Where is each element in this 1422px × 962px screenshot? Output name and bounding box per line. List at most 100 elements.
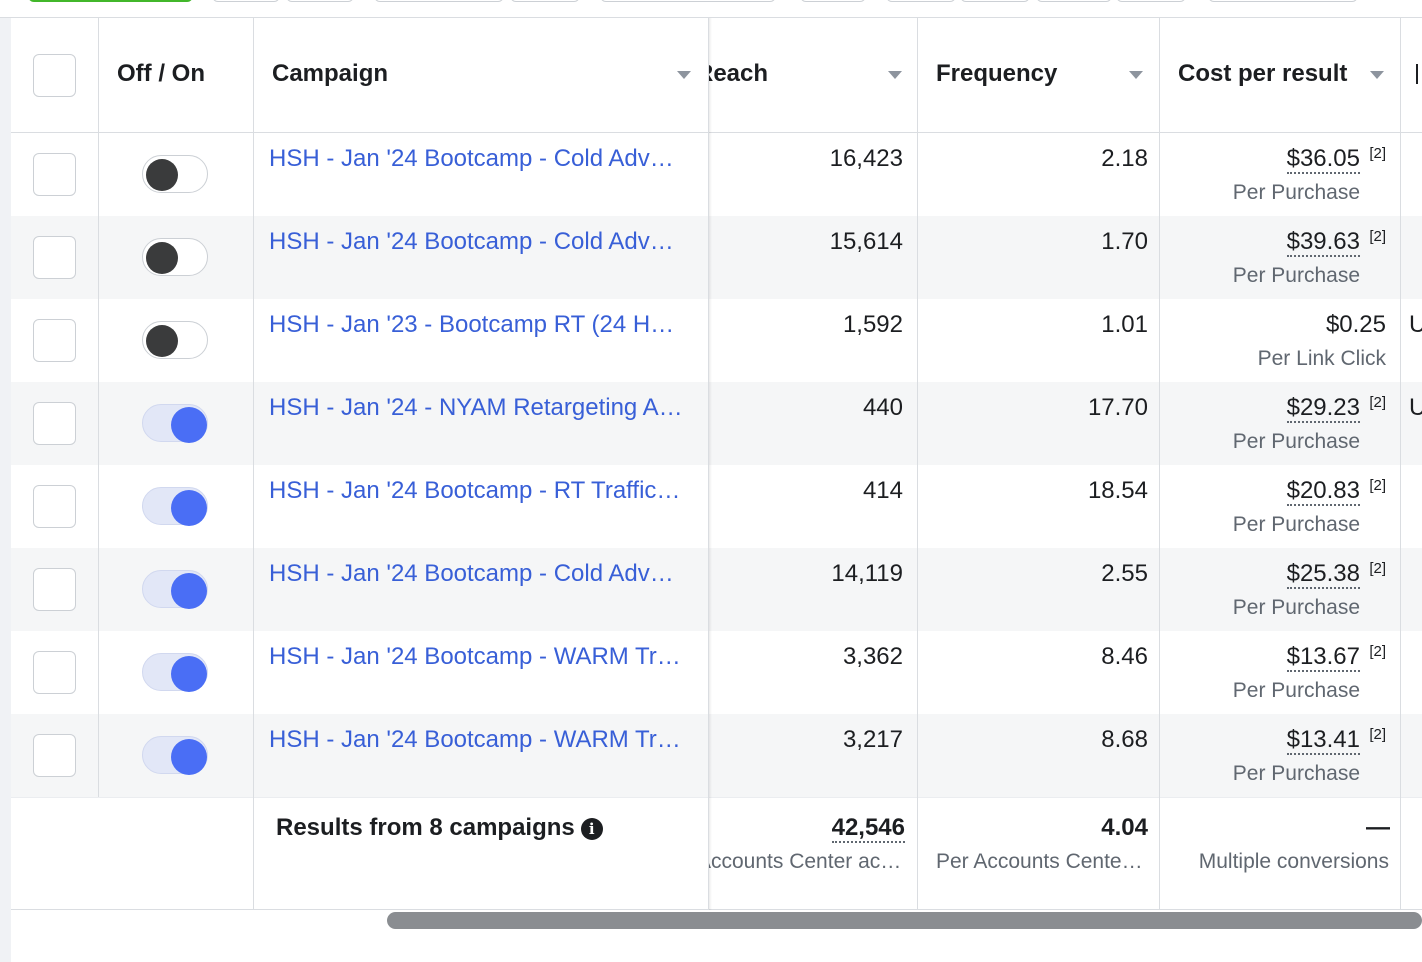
- reach-value: 1,592: [842, 311, 903, 338]
- toolbar-button[interactable]: [1116, 0, 1186, 2]
- create-button[interactable]: [28, 0, 193, 2]
- toggle-knob: [146, 325, 178, 357]
- campaign-sort-caret-icon[interactable]: [677, 71, 691, 79]
- header-off-on[interactable]: Off / On: [117, 60, 205, 87]
- header-cost-per-result[interactable]: Cost per result: [1178, 60, 1348, 87]
- campaign-toggle[interactable]: [142, 238, 208, 276]
- cost-per-result-value[interactable]: $29.23: [1286, 394, 1360, 423]
- campaigns-table: Off / On Campaign Reach Frequency Cost p…: [11, 18, 1422, 910]
- cost-footnote: [2]: [1369, 643, 1386, 660]
- table-row[interactable]: HSH - Jan '24 Bootcamp - Cold Adv… 14,11…: [11, 548, 1422, 631]
- cost-amount: $25.38: [1286, 560, 1360, 589]
- summary-cost-sub: Multiple conversions: [1198, 850, 1389, 873]
- reach-value: 3,217: [842, 726, 903, 753]
- toolbar-button[interactable]: [886, 0, 956, 2]
- cost-per-result-value[interactable]: $20.83: [1286, 477, 1360, 506]
- cost-per-result-value[interactable]: $36.05: [1286, 145, 1360, 174]
- frequency-value: 2.18: [1101, 145, 1148, 172]
- row-checkbox[interactable]: [33, 153, 76, 196]
- header-reach-clip: Reach: [709, 18, 917, 132]
- cost-footnote: [2]: [1369, 726, 1386, 743]
- cost-result-type: Per Purchase: [1232, 679, 1360, 702]
- campaign-toggle[interactable]: [142, 155, 208, 193]
- table-row[interactable]: HSH - Jan '23 - Bootcamp RT (24 H… 1,592…: [11, 299, 1422, 382]
- frequency-sort-caret-icon[interactable]: [1129, 71, 1143, 79]
- frequency-value: 2.55: [1101, 560, 1148, 587]
- toolbar-button[interactable]: [960, 0, 1030, 2]
- campaign-toggle[interactable]: [142, 487, 208, 526]
- toggle-knob: [146, 242, 178, 274]
- cost-per-result-value[interactable]: $25.38: [1286, 560, 1360, 589]
- table-row[interactable]: HSH - Jan '24 Bootcamp - WARM Tr… 3,362 …: [11, 631, 1422, 714]
- campaign-toggle[interactable]: [142, 653, 208, 692]
- frozen-column-shadow: [708, 18, 712, 910]
- cost-per-result-value[interactable]: $13.41: [1286, 726, 1360, 755]
- divider: [917, 18, 918, 910]
- summary-reach-total[interactable]: 42,546: [831, 814, 905, 843]
- toolbar-button[interactable]: [374, 0, 504, 2]
- bottom-area: [11, 932, 1422, 962]
- toggle-knob: [171, 573, 207, 609]
- cost-sort-caret-icon[interactable]: [1370, 71, 1384, 79]
- next-column-value: U: [1409, 311, 1422, 338]
- row-checkbox[interactable]: [33, 568, 76, 611]
- campaign-name-link[interactable]: HSH - Jan '24 Bootcamp - WARM Tr…: [269, 643, 681, 670]
- cost-per-result-value[interactable]: $13.67: [1286, 643, 1360, 672]
- row-checkbox[interactable]: [33, 402, 76, 445]
- campaign-name-link[interactable]: HSH - Jan '24 Bootcamp - RT Traffic…: [269, 477, 681, 504]
- campaign-name-link[interactable]: HSH - Jan '24 Bootcamp - Cold Adv…: [269, 560, 674, 587]
- campaign-name-link[interactable]: HSH - Jan '24 Bootcamp - Cold Adv…: [269, 145, 674, 172]
- campaign-toggle[interactable]: [142, 736, 208, 775]
- toolbar-button[interactable]: [1036, 0, 1112, 2]
- row-checkbox[interactable]: [33, 319, 76, 362]
- row-checkbox[interactable]: [33, 236, 76, 279]
- header-reach[interactable]: Reach: [709, 60, 769, 87]
- cost-per-result-value[interactable]: $39.63: [1286, 228, 1360, 257]
- campaign-toggle[interactable]: [142, 321, 208, 359]
- toolbar-button[interactable]: [510, 0, 580, 2]
- campaign-name-link[interactable]: HSH - Jan '24 - NYAM Retargeting A…: [269, 394, 683, 421]
- cost-amount: $20.83: [1286, 477, 1360, 506]
- select-all-checkbox[interactable]: [33, 54, 76, 97]
- campaign-name-link[interactable]: HSH - Jan '24 Bootcamp - Cold Adv…: [269, 228, 674, 255]
- table-row[interactable]: HSH - Jan '24 - NYAM Retargeting A… 440 …: [11, 382, 1422, 465]
- row-checkbox[interactable]: [33, 734, 76, 777]
- summary-label-text: Results from 8 campaigns: [276, 814, 575, 841]
- frequency-value: 1.01: [1101, 311, 1148, 338]
- horizontal-scrollbar-thumb[interactable]: [387, 912, 1422, 929]
- toolbar-button[interactable]: [800, 0, 866, 2]
- summary-cost-total: —: [1366, 814, 1390, 841]
- table-row[interactable]: HSH - Jan '24 Bootcamp - Cold Adv… 15,61…: [11, 216, 1422, 299]
- top-toolbar: [0, 0, 1422, 18]
- toggle-knob: [171, 407, 207, 443]
- row-checkbox[interactable]: [33, 485, 76, 528]
- table-row[interactable]: HSH - Jan '24 Bootcamp - Cold Adv… 16,42…: [11, 133, 1422, 216]
- reach-value: 440: [862, 394, 903, 421]
- header-campaign[interactable]: Campaign: [272, 60, 389, 87]
- header-frequency[interactable]: Frequency: [936, 60, 1058, 87]
- campaign-toggle[interactable]: [142, 404, 208, 443]
- cost-result-type: Per Purchase: [1232, 513, 1360, 536]
- reach-sort-caret-icon[interactable]: [888, 71, 902, 79]
- divider: [98, 18, 99, 797]
- summary-reach-clip: 42,546 Accounts Center ac…: [709, 798, 917, 910]
- info-icon[interactable]: i: [580, 818, 603, 840]
- table-row[interactable]: HSH - Jan '24 Bootcamp - RT Traffic… 414…: [11, 465, 1422, 548]
- campaign-name-link[interactable]: HSH - Jan '24 Bootcamp - WARM Tr…: [269, 726, 681, 753]
- toolbar-button[interactable]: [1208, 0, 1358, 2]
- frozen-divider: [708, 18, 709, 910]
- summary-reach-value: 42,546: [831, 814, 905, 843]
- campaign-name-link[interactable]: HSH - Jan '23 - Bootcamp RT (24 H…: [269, 311, 675, 338]
- cost-result-type: Per Purchase: [1232, 596, 1360, 619]
- toolbar-button[interactable]: [212, 0, 280, 2]
- row-checkbox[interactable]: [33, 651, 76, 694]
- toolbar-button[interactable]: [286, 0, 354, 2]
- reach-value: 15,614: [829, 228, 903, 255]
- table-row[interactable]: HSH - Jan '24 Bootcamp - WARM Tr… 3,217 …: [11, 714, 1422, 797]
- next-column-edge: [1416, 64, 1418, 84]
- reach-value: 14,119: [831, 560, 903, 587]
- cost-amount: $13.67: [1286, 643, 1360, 672]
- campaign-toggle[interactable]: [142, 570, 208, 609]
- next-column-value: U: [1409, 394, 1422, 421]
- toolbar-button[interactable]: [600, 0, 776, 2]
